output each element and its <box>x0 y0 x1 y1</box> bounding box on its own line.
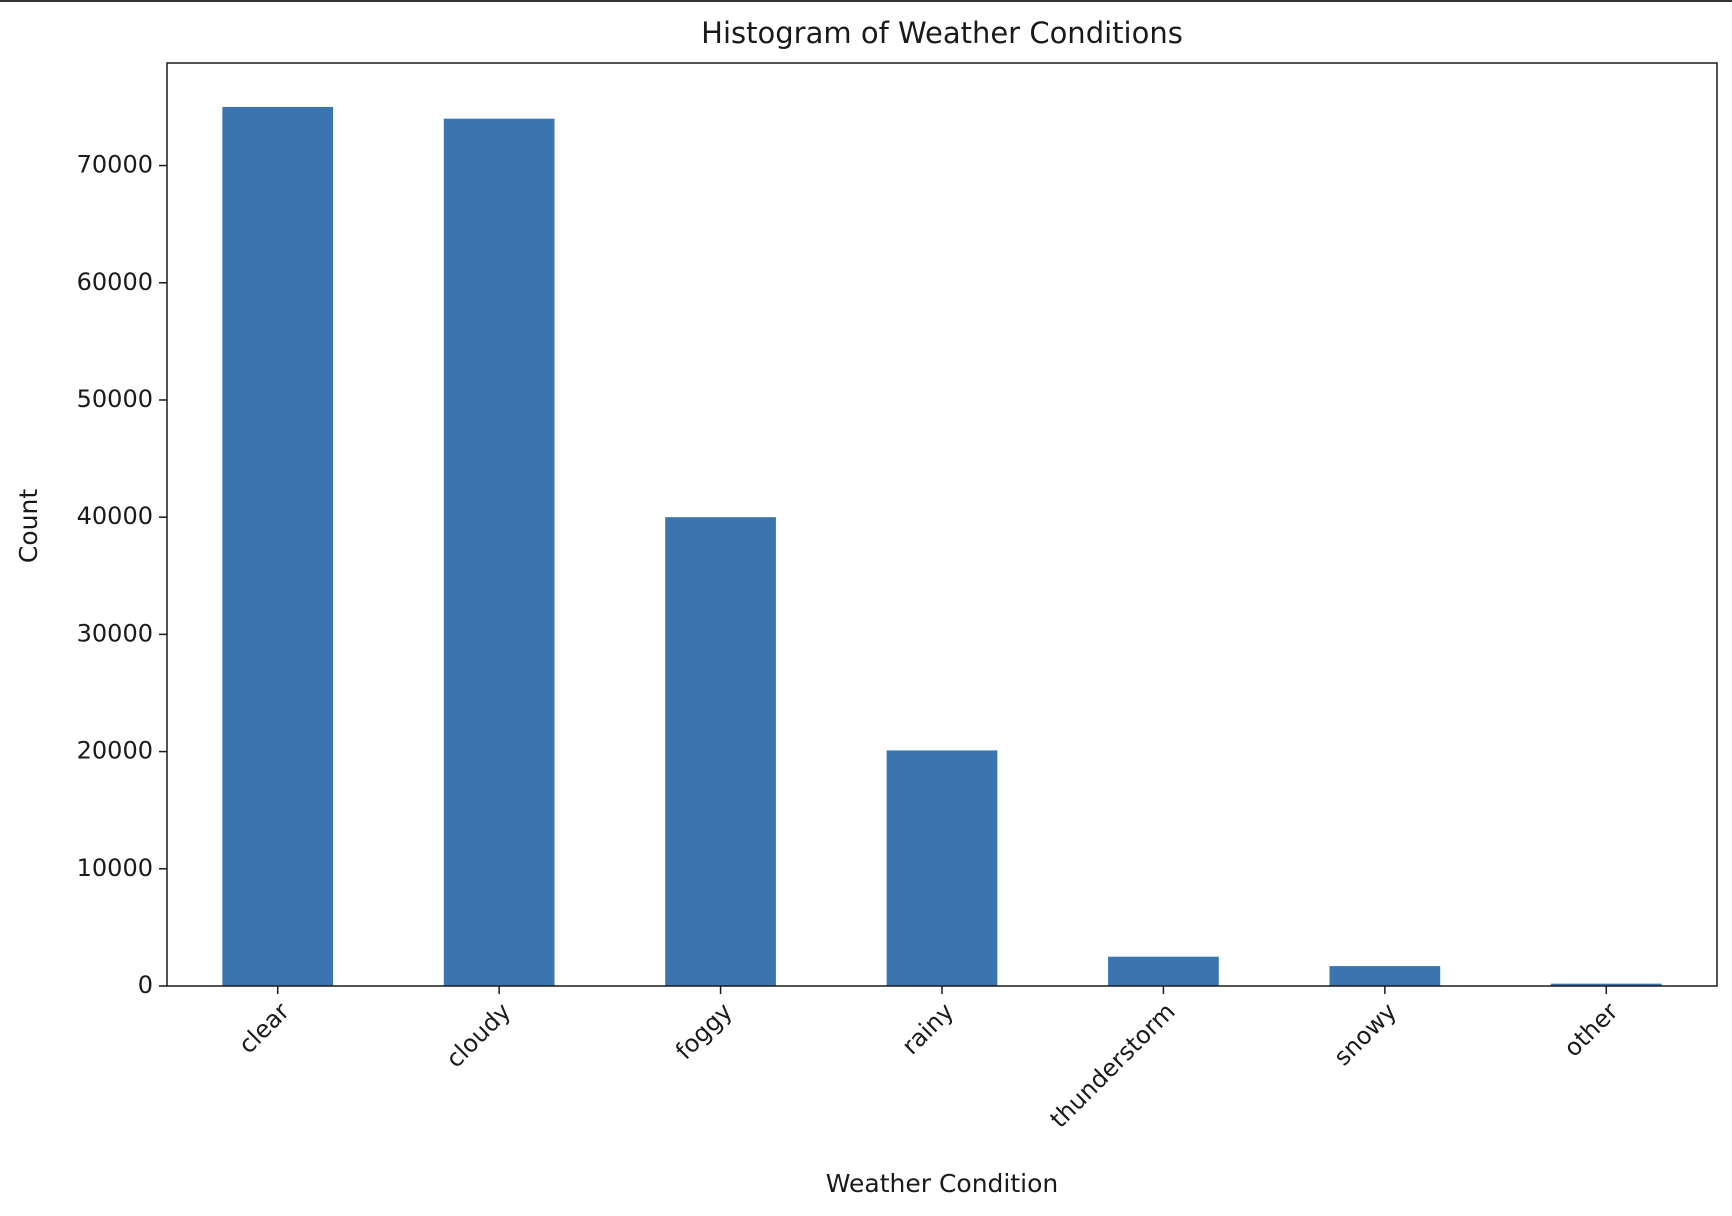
x-tick-label: snowy <box>1328 997 1402 1071</box>
x-tick-label: foggy <box>670 997 738 1065</box>
y-tick-label: 40000 <box>77 502 153 530</box>
bar <box>1329 966 1441 986</box>
y-tick-label: 30000 <box>77 619 153 647</box>
y-tick-label: 0 <box>138 971 153 999</box>
x-tick-label: cloudy <box>441 997 517 1073</box>
x-tick-label: other <box>1558 997 1623 1062</box>
y-axis-label: Count <box>14 489 43 563</box>
plot-frame <box>166 62 1718 987</box>
x-tick-label: thunderstorm <box>1045 997 1181 1133</box>
x-tick-label: rainy <box>897 997 960 1060</box>
y-tick-label: 20000 <box>77 737 153 765</box>
bar <box>665 517 776 986</box>
y-tick-label: 60000 <box>77 268 153 296</box>
y-tick-label: 50000 <box>77 385 153 413</box>
chart-title: Histogram of Weather Conditions <box>701 16 1183 50</box>
bar <box>1108 956 1219 986</box>
bar <box>886 750 998 986</box>
bar <box>443 118 555 986</box>
x-tick-label: clear <box>233 997 295 1059</box>
y-tick-label: 70000 <box>77 151 153 179</box>
x-axis-label: Weather Condition <box>826 1169 1059 1198</box>
y-tick-label: 10000 <box>77 854 153 882</box>
bar <box>1550 983 1662 986</box>
bar <box>222 106 334 986</box>
